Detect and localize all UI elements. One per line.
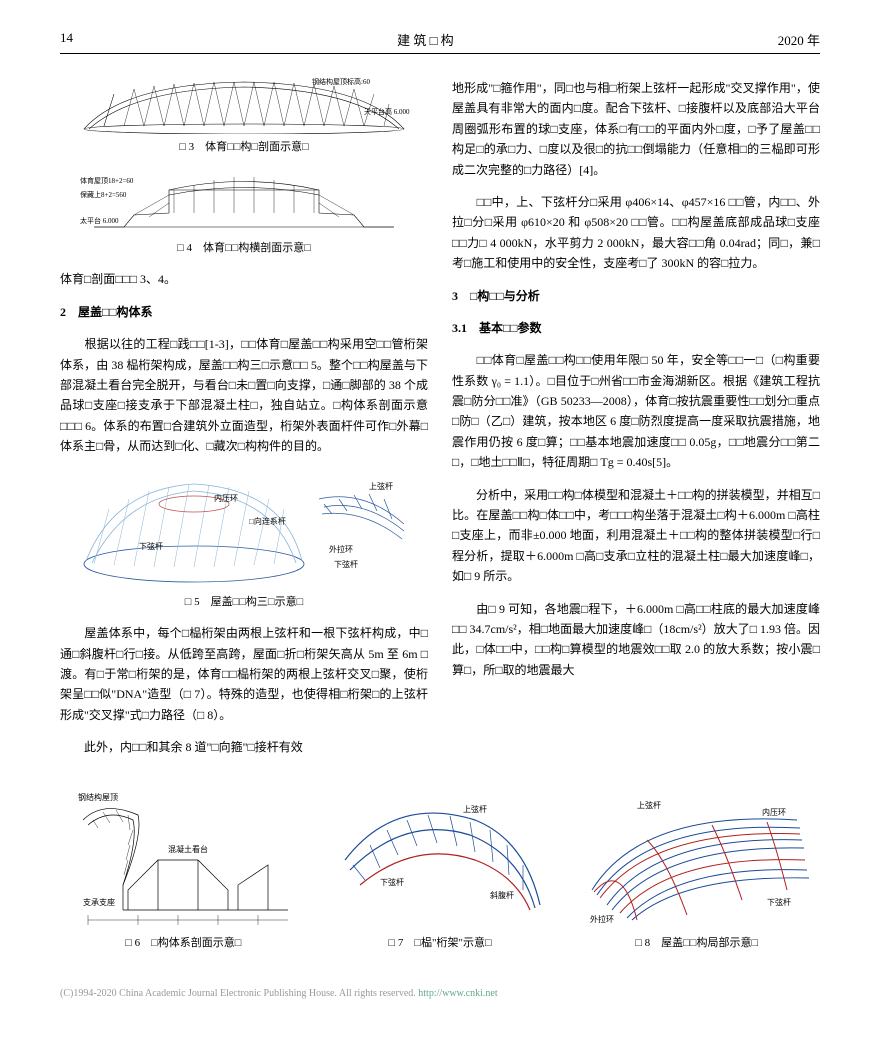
- para-l4: 此外，内□□和其余 8 道"□向箍"□接杆有效: [60, 737, 428, 757]
- figure-8: 上弦杆 内压环 外拉环 下弦杆 □ 8 屋盖□□构局部示意□: [573, 790, 820, 950]
- fig7-label-2: 斜腹杆: [490, 890, 514, 900]
- page-header: 14 建 筑 □ 构 2020 年: [60, 30, 820, 54]
- para-l3: 屋盖体系中，每个□榀桁架由两根上弦杆和一根下弦杆构成，中□通□斜腹杆□行□接。从…: [60, 623, 428, 725]
- figure-3-caption: □ 3 体育□□构□剖面示意□: [60, 138, 428, 157]
- footer-link[interactable]: http://www.cnki.net: [418, 988, 497, 999]
- fig5-label-3: 外拉环: [329, 544, 353, 554]
- para-r1: 地形成"□箍作用"，同□也与相□桁架上弦杆一起形成"交叉撑作用"，使屋盖具有非常…: [452, 78, 820, 180]
- left-column: 钢结构屋顶标高:60 天平台高 6.000 □ 3 体育□□构□剖面示意□ 体: [60, 66, 428, 770]
- fig4-label-1: 保藏上8+2=560: [80, 190, 127, 199]
- year: 2020 年: [778, 30, 820, 49]
- fig3-label-0: 钢结构屋顶标高:60: [312, 77, 370, 86]
- fig5-label-5: 上弦杆: [369, 481, 393, 491]
- fig5-label-1: 内压环: [214, 493, 238, 503]
- figure-6-caption: □ 6 □构体系剖面示意□: [60, 934, 307, 950]
- para-r3: □□体育□屋盖□□构□□使用年限□ 50 年，安全等□□一□（□构重要性系数 γ…: [452, 350, 820, 472]
- page-number: 14: [60, 30, 73, 49]
- fig5-label-2: □向连系杆: [249, 516, 286, 526]
- fig6-label-1: 混凝土看台: [168, 844, 208, 854]
- footer-text: (C)1994-2020 China Academic Journal Elec…: [60, 988, 418, 999]
- fig7-label-0: 上弦杆: [463, 804, 487, 814]
- fig4-label-0: 体育屋顶18+2=60: [80, 176, 134, 185]
- fig7-label-1: 下弦杆: [380, 877, 404, 887]
- figure-3: 钢结构屋顶标高:60 天平台高 6.000 □ 3 体育□□构□剖面示意□: [60, 74, 428, 157]
- fig8-label-3: 下弦杆: [767, 897, 791, 907]
- fig4-label-2: 太平台 6.000: [80, 216, 119, 225]
- para-r4: 分析中，采用□□构□体模型和混凝土＋□□构的拼装模型，并相互□比。在屋盖□□构□…: [452, 485, 820, 587]
- figure-5-caption: □ 5 屋盖□□构三□示意□: [60, 593, 428, 612]
- fig8-label-1: 内压环: [762, 807, 786, 817]
- fig6-label-2: 支承支座: [83, 897, 115, 907]
- figure-5: 下弦杆 内压环 □向连系杆 外拉环 下弦杆 上弦杆 □ 5 屋盖□□构三□示意□: [60, 469, 428, 612]
- figure-7-caption: □ 7 □榀"桁架"示意□: [317, 934, 564, 950]
- figure-4: 体育屋顶18+2=60 保藏上8+2=560 太平台 6.000 □ 4 体育□…: [60, 165, 428, 258]
- heading-3-1: 3.1 基本□□参数: [452, 318, 820, 338]
- journal-title: 建 筑 □ 构: [397, 30, 454, 49]
- heading-2: 2 屋盖□□构体系: [60, 302, 428, 322]
- figure-8-caption: □ 8 屋盖□□构局部示意□: [573, 934, 820, 950]
- fig6-label-0: 钢结构屋顶: [78, 792, 118, 802]
- para-l1: 体育□剖面□□□ 3、4。: [60, 269, 428, 289]
- footer: (C)1994-2020 China Academic Journal Elec…: [60, 988, 820, 999]
- fig5-label-4: 下弦杆: [334, 559, 358, 569]
- figure-6: 钢结构屋顶 混凝土看台 支承支座 □ 6 □构体系剖面示意□: [60, 790, 307, 950]
- para-r5: 由□ 9 可知，各地震□程下，＋6.000m □高□□柱底的最大加速度峰□□ 3…: [452, 599, 820, 681]
- figure-7: 上弦杆 下弦杆 斜腹杆 □ 7 □榀"桁架"示意□: [317, 790, 564, 950]
- fig8-label-2: 外拉环: [590, 914, 614, 924]
- heading-3: 3 □构□□与分析: [452, 286, 820, 306]
- fig8-label-0: 上弦杆: [637, 800, 661, 810]
- fig5-label-0: 下弦杆: [139, 541, 163, 551]
- fig3-label-1: 天平台高 6.000: [364, 107, 410, 116]
- figure-4-caption: □ 4 体育□□构横剖面示意□: [60, 239, 428, 258]
- right-column: 地形成"□箍作用"，同□也与相□桁架上弦杆一起形成"交叉撑作用"，使屋盖具有非常…: [452, 66, 820, 770]
- para-r2: □□中，上、下弦杆分□采用 φ406×14、φ457×16 □□管，内□□、外拉…: [452, 192, 820, 274]
- para-l2: 根据以往的工程□践□□[1-3]，□□体育□屋盖□□构采用空□□管桁架体系，由 …: [60, 334, 428, 456]
